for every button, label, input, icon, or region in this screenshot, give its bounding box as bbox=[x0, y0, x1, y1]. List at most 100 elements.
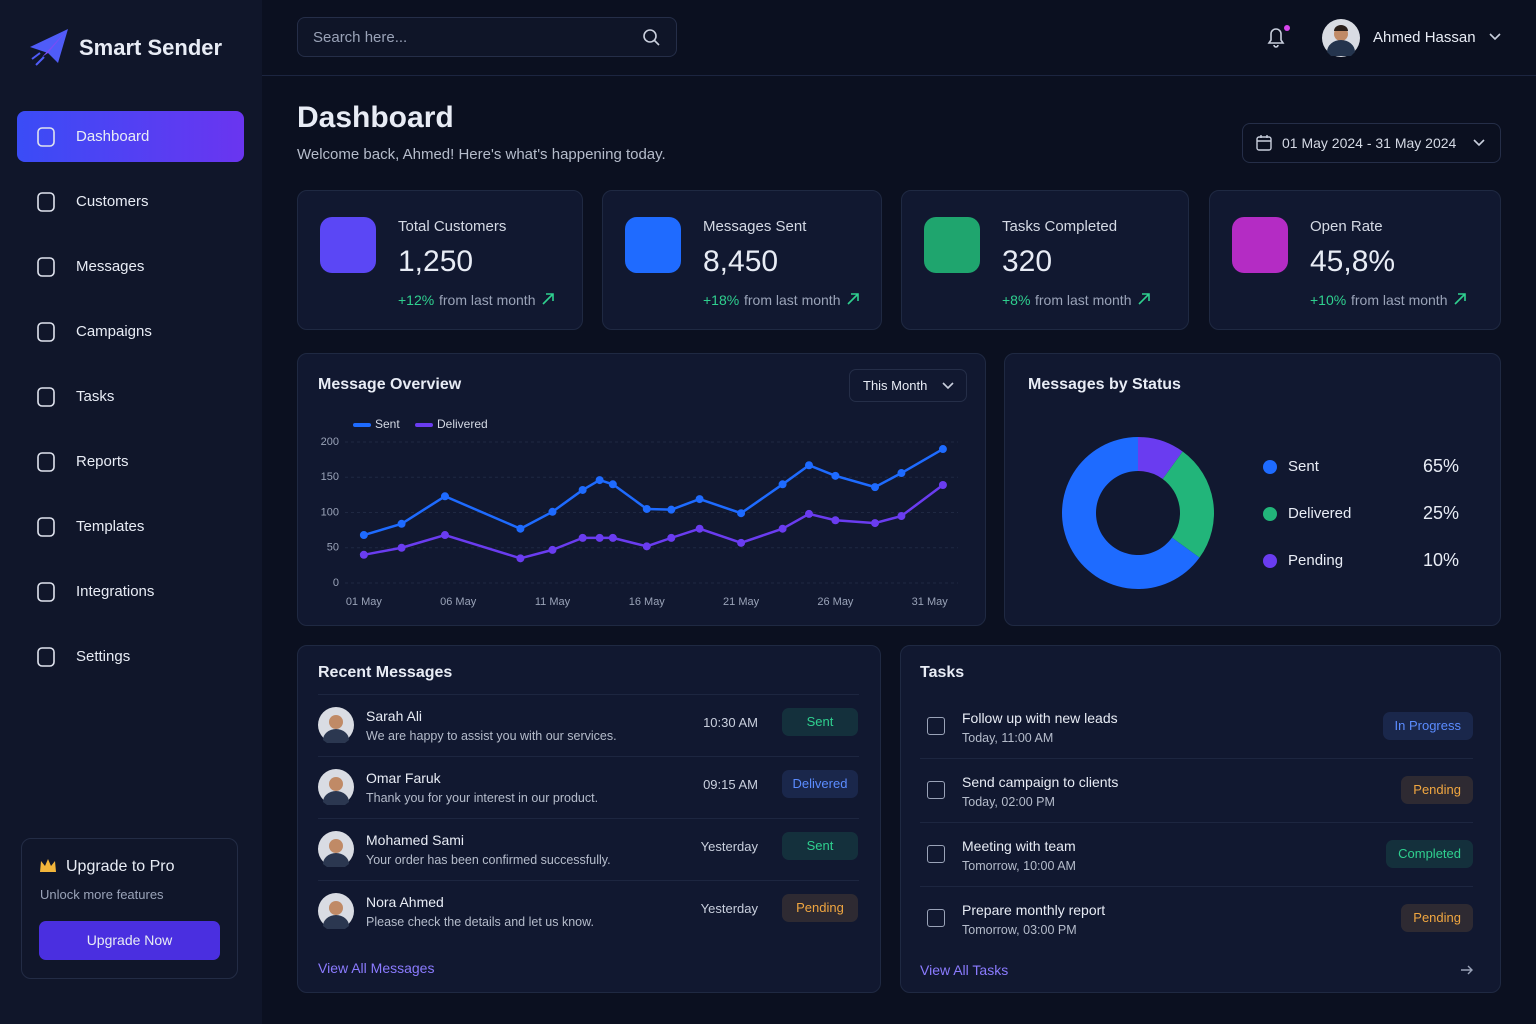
data-point bbox=[397, 519, 406, 528]
message-time: 09:15 AM bbox=[703, 777, 758, 792]
nav-icon-shape bbox=[37, 452, 55, 472]
section-title: Tasks bbox=[920, 664, 965, 681]
stat-change: +8% bbox=[1002, 292, 1031, 308]
task-time: Today, 02:00 PM bbox=[962, 795, 1055, 809]
y-tick-label: 50 bbox=[327, 542, 339, 554]
nav-icon[interactable] bbox=[35, 386, 57, 408]
y-tick-label: 0 bbox=[333, 577, 339, 589]
line-chart: 0 50 100 150 200 01 May 06 May 11 May 16 May 21 M… bbox=[321, 417, 958, 608]
row-divider bbox=[318, 694, 859, 695]
trend-arrow bbox=[847, 293, 859, 305]
data-point bbox=[359, 550, 368, 559]
trend-arrow bbox=[1138, 293, 1150, 305]
x-tick-label: 21 May bbox=[723, 596, 760, 608]
nav-icon-shape bbox=[37, 387, 55, 407]
user-name[interactable]: Ahmed Hassan bbox=[1373, 29, 1476, 46]
nav-icon[interactable] bbox=[35, 451, 57, 473]
nav-item[interactable]: Customers bbox=[76, 193, 149, 210]
user-menu-chevron[interactable] bbox=[1488, 31, 1502, 43]
nav-item[interactable]: Messages bbox=[76, 258, 145, 275]
y-tick-label: 150 bbox=[321, 471, 339, 483]
stat-icon bbox=[924, 217, 980, 273]
nav-icon-shape bbox=[37, 322, 55, 342]
trend-arrow bbox=[1454, 293, 1466, 305]
legend-value: 25% bbox=[1423, 503, 1459, 523]
nav-active-bg[interactable] bbox=[17, 111, 244, 162]
task-checkbox[interactable] bbox=[927, 909, 945, 927]
status-badge: Pending bbox=[1401, 776, 1473, 804]
nav-icon[interactable] bbox=[35, 321, 57, 343]
stat-label: Messages Sent bbox=[703, 218, 807, 235]
message-preview: We are happy to assist you with our serv… bbox=[366, 729, 617, 743]
view-all-tasks[interactable]: View All Tasks bbox=[920, 962, 1009, 978]
status-badge: Delivered bbox=[782, 770, 858, 798]
nav-item[interactable]: Templates bbox=[76, 518, 145, 535]
data-point bbox=[608, 533, 617, 542]
nav-icon[interactable] bbox=[35, 516, 57, 538]
nav-icon-shape bbox=[37, 127, 55, 147]
stat-icon bbox=[320, 217, 376, 273]
y-tick-label: 200 bbox=[321, 436, 339, 448]
nav-icon[interactable] bbox=[35, 646, 57, 668]
task-checkbox[interactable] bbox=[927, 845, 945, 863]
message-preview: Please check the details and let us know… bbox=[366, 915, 594, 929]
page-title: Dashboard bbox=[297, 101, 454, 134]
series-line bbox=[363, 447, 944, 537]
avatar-body bbox=[323, 791, 349, 805]
nav-item[interactable]: Reports bbox=[76, 453, 129, 470]
avatar-face bbox=[329, 715, 343, 729]
nav-item[interactable]: Integrations bbox=[76, 583, 155, 600]
row-divider bbox=[318, 756, 859, 757]
data-point bbox=[608, 480, 617, 489]
data-point bbox=[897, 469, 906, 478]
avatar-face bbox=[329, 777, 343, 791]
task-title: Prepare monthly report bbox=[962, 902, 1106, 918]
upgrade-button[interactable]: Upgrade Now bbox=[39, 921, 220, 960]
x-tick-label: 01 May bbox=[346, 596, 383, 608]
data-point bbox=[516, 554, 525, 563]
x-tick-label: 26 May bbox=[817, 596, 854, 608]
row-divider bbox=[318, 880, 859, 881]
stat-note: from last month bbox=[1351, 292, 1448, 308]
x-tick-label: 31 May bbox=[912, 596, 949, 608]
search-icon[interactable] bbox=[642, 28, 662, 48]
avatar bbox=[318, 831, 354, 867]
legend-label: Delivered bbox=[437, 417, 488, 431]
avatar bbox=[318, 893, 354, 929]
legend-value: 65% bbox=[1423, 456, 1459, 476]
notification-bell[interactable] bbox=[1264, 24, 1292, 52]
user-avatar[interactable] bbox=[1321, 18, 1361, 58]
nav-item[interactable]: Campaigns bbox=[76, 323, 152, 340]
nav-icon[interactable] bbox=[35, 581, 57, 603]
stat-note: from last month bbox=[439, 292, 536, 308]
avatar-face bbox=[329, 901, 343, 915]
message-time: 10:30 AM bbox=[703, 715, 758, 730]
view-all-messages[interactable]: View All Messages bbox=[318, 960, 435, 976]
trend-arrow-shape bbox=[1454, 293, 1466, 305]
data-point bbox=[595, 476, 604, 485]
donut-segment bbox=[1138, 437, 1183, 480]
data-point bbox=[938, 445, 947, 454]
stat-icon bbox=[1232, 217, 1288, 273]
nav-icon[interactable] bbox=[35, 126, 57, 148]
nav-item[interactable]: Dashboard bbox=[76, 128, 150, 145]
nav-icon[interactable] bbox=[35, 191, 57, 213]
status-badge: Completed bbox=[1386, 840, 1473, 868]
date-range-picker[interactable] bbox=[1242, 123, 1501, 163]
period-filter[interactable] bbox=[849, 369, 967, 402]
nav-item[interactable]: Settings bbox=[76, 648, 131, 665]
data-point bbox=[695, 495, 704, 504]
nav-icon[interactable] bbox=[35, 256, 57, 278]
data-point bbox=[804, 509, 813, 518]
task-checkbox[interactable] bbox=[927, 717, 945, 735]
series-line bbox=[363, 484, 944, 560]
chart-title: Message Overview bbox=[318, 376, 462, 393]
stat-value: 45,8% bbox=[1310, 245, 1396, 278]
filter-chevron bbox=[942, 382, 954, 390]
arrow-icon[interactable] bbox=[1459, 963, 1475, 977]
sender-name: Mohamed Sami bbox=[366, 832, 465, 848]
nav-item[interactable]: Tasks bbox=[76, 388, 115, 405]
task-checkbox[interactable] bbox=[927, 781, 945, 799]
date-chevron bbox=[1473, 139, 1485, 147]
search-box[interactable] bbox=[297, 17, 677, 57]
